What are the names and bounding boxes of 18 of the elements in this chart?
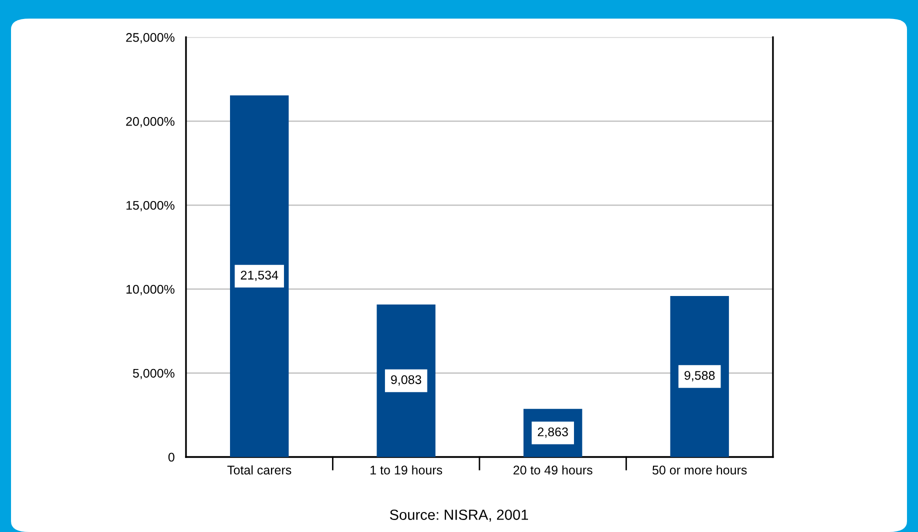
data-label: 9,083 [391,375,422,386]
x-tick-label: Total carers [227,465,292,475]
x-tick-label: 50 or more hours [652,465,747,475]
data-label: 21,534 [240,270,278,282]
data-label: 2,863 [538,427,568,438]
source-note: Source: NISRA, 2001 [390,510,528,522]
y-tick-label: 10,000% [126,284,174,296]
bar [376,304,436,457]
x-tick-label: 1 to 19 hours [370,465,442,475]
data-label: 9,588 [684,371,715,382]
bar [670,296,729,457]
x-tick-label: 20 to 49 hours [514,465,592,475]
y-tick-label: 0 [168,452,174,462]
y-tick-label: 20,000% [126,116,174,128]
y-tick-label: 5,000% [132,368,174,380]
y-tick-label: 15,000% [126,200,174,212]
y-tick-label: 25,000% [126,33,174,44]
bar [230,95,289,457]
